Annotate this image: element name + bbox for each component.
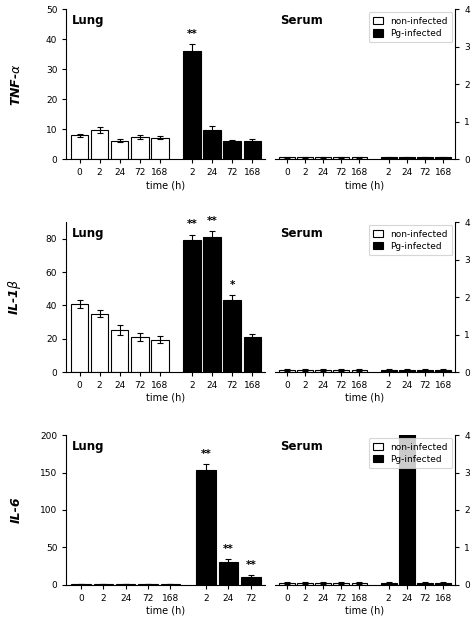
Y-axis label: TNF-$\alpha$: TNF-$\alpha$ [9, 63, 23, 106]
Bar [352, 370, 367, 372]
Text: **: ** [223, 544, 234, 554]
Y-axis label: IL-1$\beta$: IL-1$\beta$ [6, 279, 23, 315]
Bar [297, 370, 313, 372]
Text: **: ** [201, 449, 211, 459]
Bar [203, 130, 221, 159]
Bar [219, 563, 238, 585]
Bar [381, 157, 397, 159]
X-axis label: time (h): time (h) [146, 606, 185, 616]
Bar [151, 340, 169, 372]
Bar [151, 137, 169, 159]
X-axis label: time (h): time (h) [346, 606, 384, 616]
Bar [131, 337, 148, 372]
Bar [333, 370, 349, 372]
Bar [381, 583, 397, 585]
Bar [183, 241, 201, 372]
Bar [399, 370, 415, 372]
Bar [435, 583, 451, 585]
Bar [315, 370, 331, 372]
Bar [333, 157, 349, 159]
Bar [399, 0, 415, 585]
Bar [279, 583, 295, 585]
Text: Serum: Serum [280, 439, 323, 452]
Bar [196, 470, 216, 585]
Text: **: ** [187, 28, 197, 38]
X-axis label: time (h): time (h) [146, 393, 185, 403]
X-axis label: time (h): time (h) [346, 180, 384, 190]
Bar [116, 584, 136, 585]
Text: **: ** [207, 216, 218, 226]
Bar [244, 141, 261, 159]
Bar [399, 157, 415, 159]
Text: Lung: Lung [73, 14, 105, 27]
Legend: non-infected, Pg-infected: non-infected, Pg-infected [369, 438, 452, 468]
Bar [279, 370, 295, 372]
Bar [71, 584, 91, 585]
Bar [91, 130, 109, 159]
Bar [161, 584, 180, 585]
Text: **: ** [246, 560, 256, 570]
Bar [352, 157, 367, 159]
Bar [315, 157, 331, 159]
Bar [93, 584, 113, 585]
Legend: non-infected, Pg-infected: non-infected, Pg-infected [369, 12, 452, 43]
Bar [131, 137, 148, 159]
Bar [417, 583, 433, 585]
Text: Lung: Lung [73, 227, 105, 240]
Bar [223, 141, 241, 159]
Bar [223, 300, 241, 372]
X-axis label: time (h): time (h) [146, 180, 185, 190]
Bar [111, 331, 128, 372]
Bar [435, 370, 451, 372]
Bar [111, 141, 128, 159]
Bar [297, 157, 313, 159]
Legend: non-infected, Pg-infected: non-infected, Pg-infected [369, 225, 452, 256]
Bar [138, 584, 158, 585]
Bar [91, 314, 109, 372]
Text: **: ** [187, 219, 197, 230]
Bar [381, 370, 397, 372]
Bar [435, 157, 451, 159]
X-axis label: time (h): time (h) [346, 393, 384, 403]
Bar [417, 370, 433, 372]
Bar [71, 135, 88, 159]
Bar [417, 157, 433, 159]
Y-axis label: IL-6: IL-6 [9, 496, 23, 523]
Text: Lung: Lung [73, 439, 105, 452]
Bar [71, 304, 88, 372]
Text: *: * [229, 280, 235, 290]
Bar [352, 583, 367, 585]
Bar [203, 237, 221, 372]
Text: Serum: Serum [280, 227, 323, 240]
Bar [244, 337, 261, 372]
Bar [333, 583, 349, 585]
Text: Serum: Serum [280, 14, 323, 27]
Bar [279, 157, 295, 159]
Bar [241, 577, 261, 585]
Bar [183, 51, 201, 159]
Bar [315, 583, 331, 585]
Bar [297, 583, 313, 585]
